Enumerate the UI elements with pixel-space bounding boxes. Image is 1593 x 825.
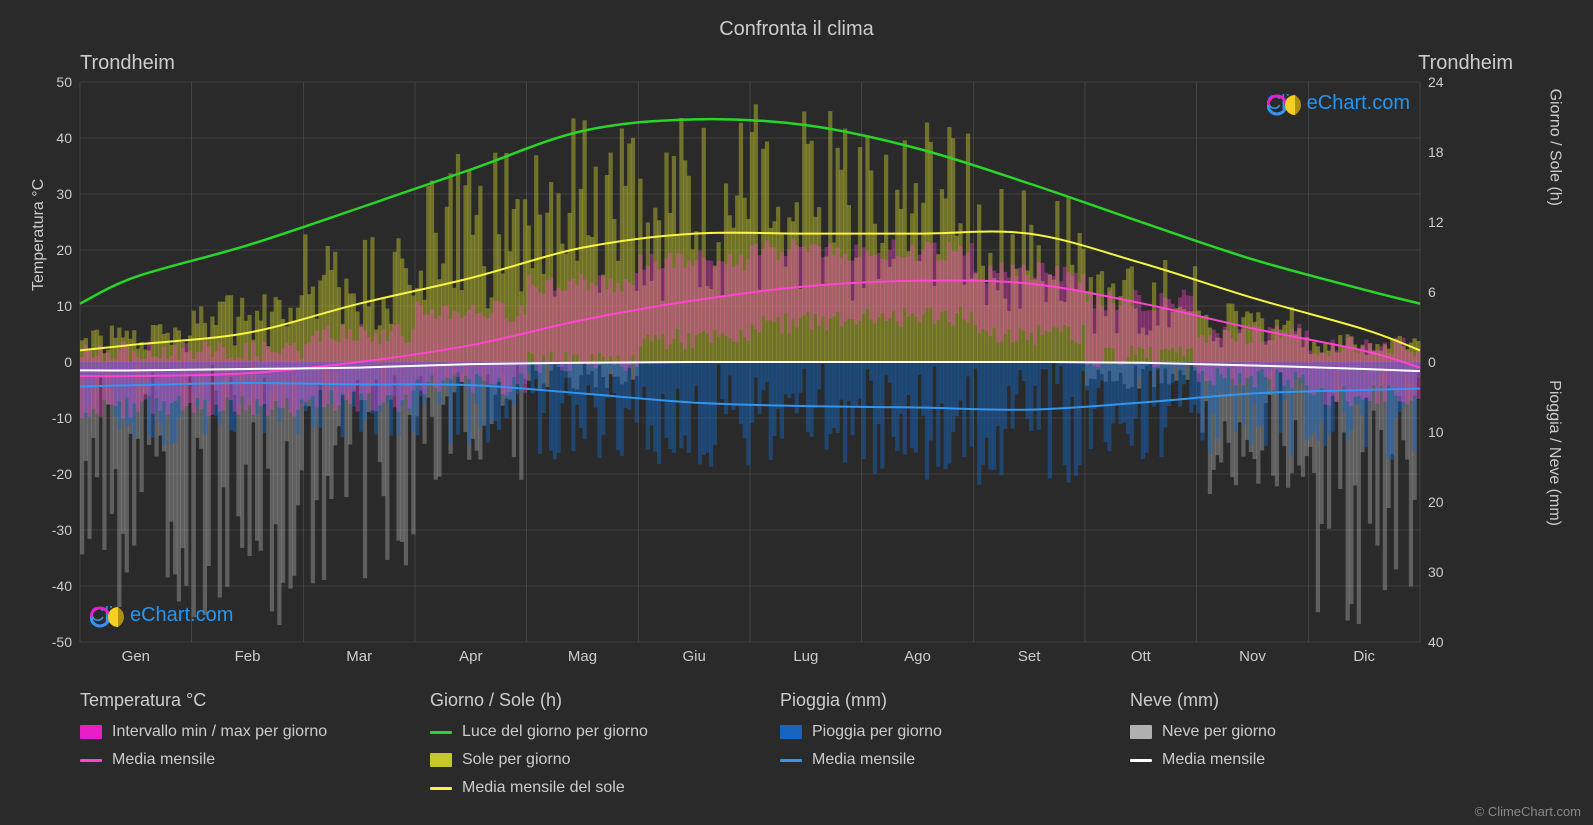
legend-item-label: Pioggia per giorno (812, 723, 942, 741)
location-label-right: Trondheim (1418, 52, 1513, 75)
legend-item-label: Sole per giorno (462, 751, 571, 769)
y-left-axis-label: Temperatura °C (30, 179, 48, 291)
x-tick-label: Mag (568, 648, 597, 665)
svg-text:-30: -30 (52, 522, 72, 538)
legend-group-title: Giorno / Sole (h) (430, 690, 720, 711)
svg-text:6: 6 (1428, 284, 1436, 300)
brand-logo-icon (1267, 92, 1307, 118)
legend-item: Media mensile (80, 751, 370, 769)
legend-item-label: Media mensile (112, 751, 215, 769)
svg-text:50: 50 (56, 74, 72, 90)
x-tick-label: Lug (793, 648, 818, 665)
x-tick-label: Gen (122, 648, 150, 665)
brand-logo-icon (90, 604, 130, 630)
svg-text:12: 12 (1428, 214, 1444, 230)
brand-logo-top: ClimeChart.com (1267, 92, 1410, 115)
legend-item-label: Neve per giorno (1162, 723, 1276, 741)
legend-item-label: Media mensile (1162, 751, 1265, 769)
svg-text:-10: -10 (52, 410, 72, 426)
legend-swatch (80, 725, 102, 739)
x-tick-label: Ago (904, 648, 931, 665)
svg-text:-40: -40 (52, 578, 72, 594)
svg-text:20: 20 (56, 242, 72, 258)
svg-text:40: 40 (1428, 634, 1444, 650)
brand-logo-bottom: ClimeChart.com (90, 604, 233, 627)
legend-group: Temperatura °C Intervallo min / max per g… (80, 690, 370, 807)
legend-item: Media mensile (1130, 751, 1420, 769)
svg-text:-50: -50 (52, 634, 72, 650)
y-right-top-axis-label: Giorno / Sole (h) (1545, 89, 1563, 206)
svg-text:18: 18 (1428, 144, 1444, 160)
x-tick-label: Giu (682, 648, 705, 665)
legend-swatch (430, 753, 452, 767)
svg-text:0: 0 (1428, 354, 1436, 370)
svg-text:40: 40 (56, 130, 72, 146)
legend-item-label: Media mensile (812, 751, 915, 769)
climate-chart-root: Confronta il clima Trondheim Trondheim T… (0, 0, 1593, 825)
chart-svg: 50403020100-10-20-30-40-5024181260102030… (80, 82, 1420, 642)
svg-text:30: 30 (56, 186, 72, 202)
legend-group-title: Temperatura °C (80, 690, 370, 711)
legend-item: Luce del giorno per giorno (430, 723, 720, 741)
legend-item: Media mensile (780, 751, 1070, 769)
legend-item: Neve per giorno (1130, 723, 1420, 741)
legend-container: Temperatura °C Intervallo min / max per g… (80, 690, 1420, 807)
chart-title: Confronta il clima (0, 18, 1593, 41)
legend-swatch (780, 725, 802, 739)
legend-group: Giorno / Sole (h) Luce del giorno per gio… (430, 690, 720, 807)
legend-group-title: Pioggia (mm) (780, 690, 1070, 711)
svg-text:-20: -20 (52, 466, 72, 482)
svg-text:20: 20 (1428, 494, 1444, 510)
x-tick-label: Nov (1239, 648, 1266, 665)
legend-swatch (80, 759, 102, 762)
x-tick-label: Set (1018, 648, 1041, 665)
legend-item: Pioggia per giorno (780, 723, 1070, 741)
x-tick-label: Mar (346, 648, 372, 665)
x-axis-labels: Gen Feb Mar Apr Mag Giu Lug Ago Set Ott Nov Dic (80, 648, 1420, 668)
x-tick-label: Ott (1131, 648, 1151, 665)
svg-text:24: 24 (1428, 74, 1444, 90)
location-label-left: Trondheim (80, 52, 175, 75)
legend-swatch (1130, 725, 1152, 739)
legend-swatch (780, 759, 802, 762)
y-right-bot-axis-label: Pioggia / Neve (mm) (1545, 380, 1563, 526)
plot-area: 50403020100-10-20-30-40-5024181260102030… (80, 82, 1420, 642)
legend-item-label: Luce del giorno per giorno (462, 723, 648, 741)
legend-swatch (1130, 759, 1152, 762)
legend-item-label: Media mensile del sole (462, 779, 625, 797)
legend-item: Sole per giorno (430, 751, 720, 769)
svg-text:30: 30 (1428, 564, 1444, 580)
x-tick-label: Dic (1353, 648, 1375, 665)
legend-group: Pioggia (mm) Pioggia per giorno Media mens… (780, 690, 1070, 807)
legend-item: Intervallo min / max per giorno (80, 723, 370, 741)
legend-swatch (430, 731, 452, 734)
legend-group-title: Neve (mm) (1130, 690, 1420, 711)
x-tick-label: Apr (459, 648, 482, 665)
svg-text:10: 10 (56, 298, 72, 314)
x-tick-label: Feb (235, 648, 261, 665)
legend-swatch (430, 787, 452, 790)
copyright-text: © ClimeChart.com (1475, 804, 1581, 819)
legend-group: Neve (mm) Neve per giorno Media mensile (1130, 690, 1420, 807)
legend-item-label: Intervallo min / max per giorno (112, 723, 327, 741)
svg-text:10: 10 (1428, 424, 1444, 440)
svg-text:0: 0 (64, 354, 72, 370)
legend-item: Media mensile del sole (430, 779, 720, 797)
